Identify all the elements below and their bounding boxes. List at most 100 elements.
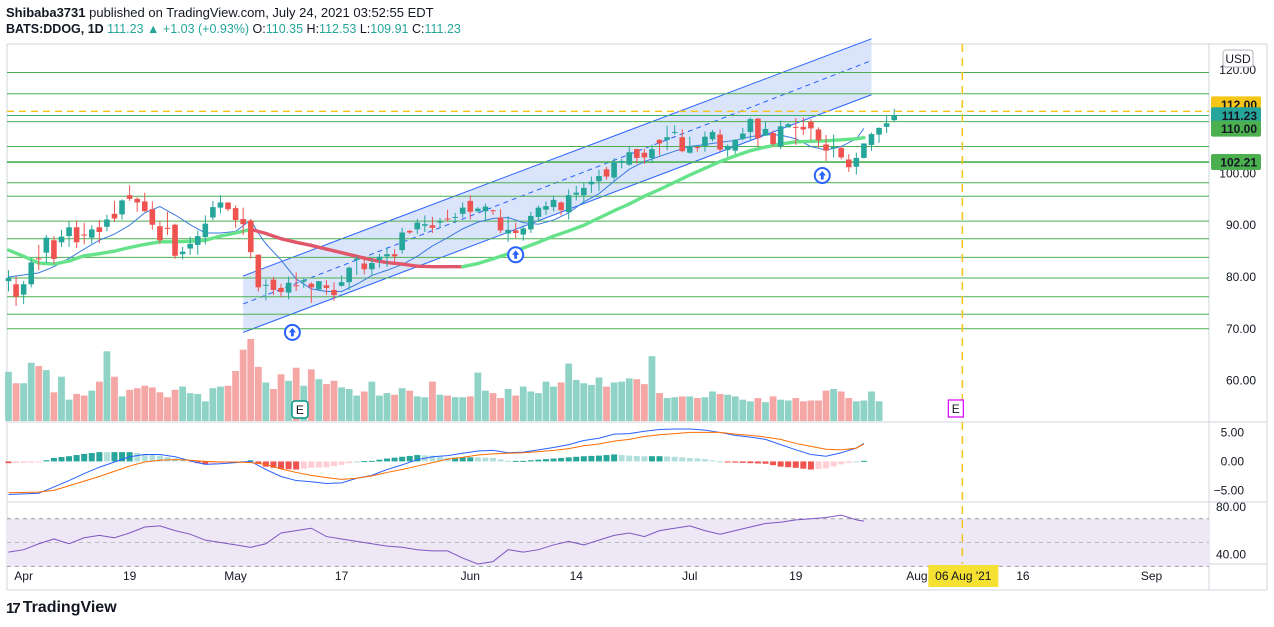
candle-body — [316, 281, 322, 290]
low-value: 109.91 — [370, 22, 409, 36]
volume-bar — [133, 388, 141, 421]
candle-body — [225, 202, 231, 210]
long-moving-average-segment — [551, 229, 571, 238]
volume-bar — [164, 397, 171, 421]
macd-histogram-bar — [694, 458, 701, 462]
currency-box[interactable] — [1222, 49, 1254, 68]
candle-body — [876, 127, 882, 135]
macd-histogram-bar — [656, 456, 663, 462]
macd-histogram-bar — [505, 460, 512, 462]
volume-bar — [376, 395, 383, 421]
channel-mid-line[interactable] — [242, 60, 872, 305]
candle-body — [603, 169, 610, 177]
horizontal-levels[interactable] — [7, 71, 1209, 330]
volume-bar — [262, 382, 270, 421]
candle-body — [119, 200, 125, 215]
channel-upper-line[interactable] — [242, 38, 872, 277]
macd-histogram-bar — [558, 457, 565, 462]
volume-bar — [815, 400, 822, 421]
chart-header: Shibaba3731 published on TradingView.com… — [6, 4, 461, 38]
volume-bar — [466, 396, 474, 421]
arrow-marker-glyph — [288, 327, 296, 337]
candle-body — [565, 195, 572, 213]
macd-histogram-bar — [747, 461, 754, 464]
tradingview-logo[interactable]: 17 TradingView — [6, 599, 117, 617]
ohlc-line: BATS:DDOG, 1D 111.23 ▲ +1.03 (+0.93%) O:… — [6, 21, 461, 38]
date-marker-badge[interactable] — [928, 565, 999, 587]
volume-bar — [474, 372, 482, 421]
macd-histogram-bar — [346, 461, 353, 464]
macd-histogram-bar — [247, 460, 254, 462]
candle-body — [671, 132, 678, 134]
candle-body — [482, 206, 489, 212]
symbol-interval[interactable]: BATS:DDOG, 1D — [6, 22, 104, 36]
earnings-marker[interactable] — [291, 400, 309, 419]
candle-body — [13, 284, 19, 297]
candle-body — [278, 287, 284, 293]
macd-histogram-bar — [489, 457, 496, 462]
candle-body — [194, 236, 201, 245]
macd-histogram-bar — [823, 461, 830, 469]
volume-bar — [489, 393, 497, 421]
candle-body — [641, 152, 648, 158]
candle-body — [247, 220, 254, 253]
volume-bar — [459, 397, 467, 421]
candle-body — [255, 254, 262, 288]
candle-body — [285, 282, 292, 293]
volume-bar — [111, 376, 118, 421]
candle-body — [611, 162, 617, 178]
regression-channel[interactable] — [242, 38, 872, 333]
macd-histogram-bar — [278, 461, 285, 469]
time-tick-label: Sep — [1141, 569, 1163, 583]
long-moving-average-segment — [703, 159, 722, 170]
volume-bar — [693, 398, 701, 421]
volume-bar — [762, 402, 769, 421]
volume-bar — [126, 389, 134, 421]
volume-bar — [633, 379, 641, 421]
future-earnings-marker[interactable] — [947, 399, 964, 418]
channel-fill[interactable] — [243, 38, 872, 333]
price-tick-label: 60.00 — [1226, 374, 1256, 388]
publish-line: Shibaba3731 published on TradingView.com… — [6, 4, 461, 21]
high-label: H: — [306, 22, 320, 36]
candle-body — [414, 222, 421, 230]
macd-histogram-bar — [436, 456, 443, 462]
volume-bar — [12, 383, 20, 421]
volume-bar — [20, 383, 28, 421]
close-value: 111.23 — [424, 22, 461, 36]
macd-histogram-bar — [512, 460, 519, 462]
macd-pane — [5, 428, 867, 495]
volume-bar — [512, 395, 520, 421]
volume-bar — [50, 392, 58, 421]
candle-body — [883, 123, 890, 127]
volume-bar — [686, 396, 694, 421]
macd-histogram-bar — [285, 461, 292, 470]
volume-bar — [777, 399, 785, 421]
volume-bar — [618, 381, 626, 421]
candle-body — [179, 251, 186, 255]
candle-body — [535, 207, 542, 217]
volume-bar — [80, 395, 88, 421]
candle-body — [550, 199, 557, 208]
macd-tick-label: 5.00 — [1221, 425, 1245, 439]
volume-bar — [663, 398, 671, 421]
candle-body — [66, 227, 72, 237]
candle-body — [694, 147, 701, 149]
macd-histogram-bar — [611, 454, 618, 462]
candle-body — [202, 223, 209, 238]
macd-histogram-bar — [353, 461, 360, 463]
candle-body — [891, 115, 897, 121]
time-tick-label: Apr — [14, 569, 33, 583]
volume-bar — [444, 395, 451, 421]
candle-body — [5, 278, 12, 282]
macd-histogram-bar — [149, 454, 156, 462]
macd-histogram-bar — [50, 457, 57, 462]
arrow-up-icon — [507, 246, 525, 264]
candle-body — [164, 227, 171, 229]
candle-body — [845, 159, 852, 168]
author-name[interactable]: Shibaba3731 — [6, 5, 86, 20]
date-marker-line[interactable]: E — [947, 44, 964, 564]
rsi-tick-label: 80.00 — [1216, 500, 1246, 514]
long-moving-average-segment — [748, 145, 768, 153]
